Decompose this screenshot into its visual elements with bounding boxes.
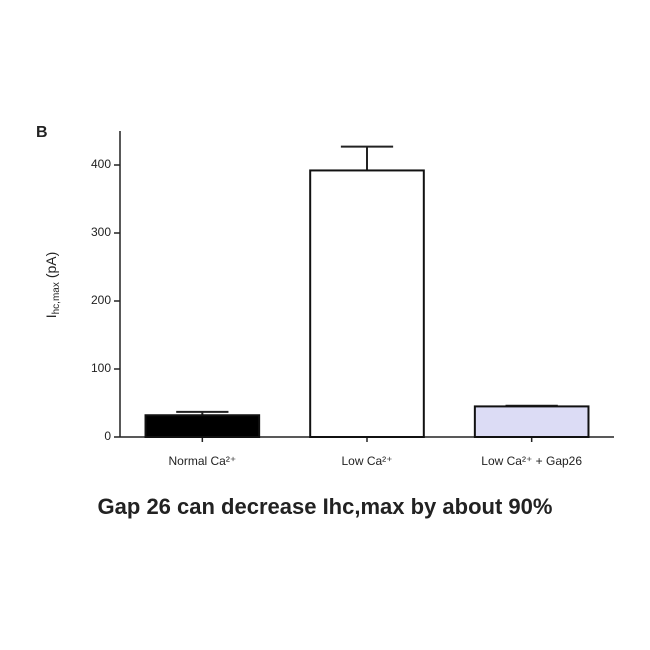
x-tick-label: Low Ca²⁺ + Gap26	[481, 454, 582, 468]
y-axis-label: Ihc,max (pA)	[43, 252, 62, 319]
y-tick-label: 0	[104, 429, 111, 443]
y-tick-label: 400	[91, 157, 111, 171]
bar	[473, 405, 590, 438]
panel-label: B	[36, 124, 48, 141]
y-label-main: I	[43, 314, 59, 318]
y-tick-label: 300	[91, 225, 111, 239]
y-label-subscript: hc,max	[51, 282, 62, 314]
bar	[144, 414, 261, 438]
caption: Gap 26 can decrease Ihc,max by about 90%	[98, 494, 553, 519]
y-tick-label: 200	[91, 293, 111, 307]
x-tick-label: Low Ca²⁺	[341, 454, 392, 468]
y-label-unit: (pA)	[43, 252, 59, 278]
y-tick-label: 100	[91, 361, 111, 375]
bar	[309, 169, 425, 438]
x-tick-label: Normal Ca²⁺	[168, 454, 236, 468]
